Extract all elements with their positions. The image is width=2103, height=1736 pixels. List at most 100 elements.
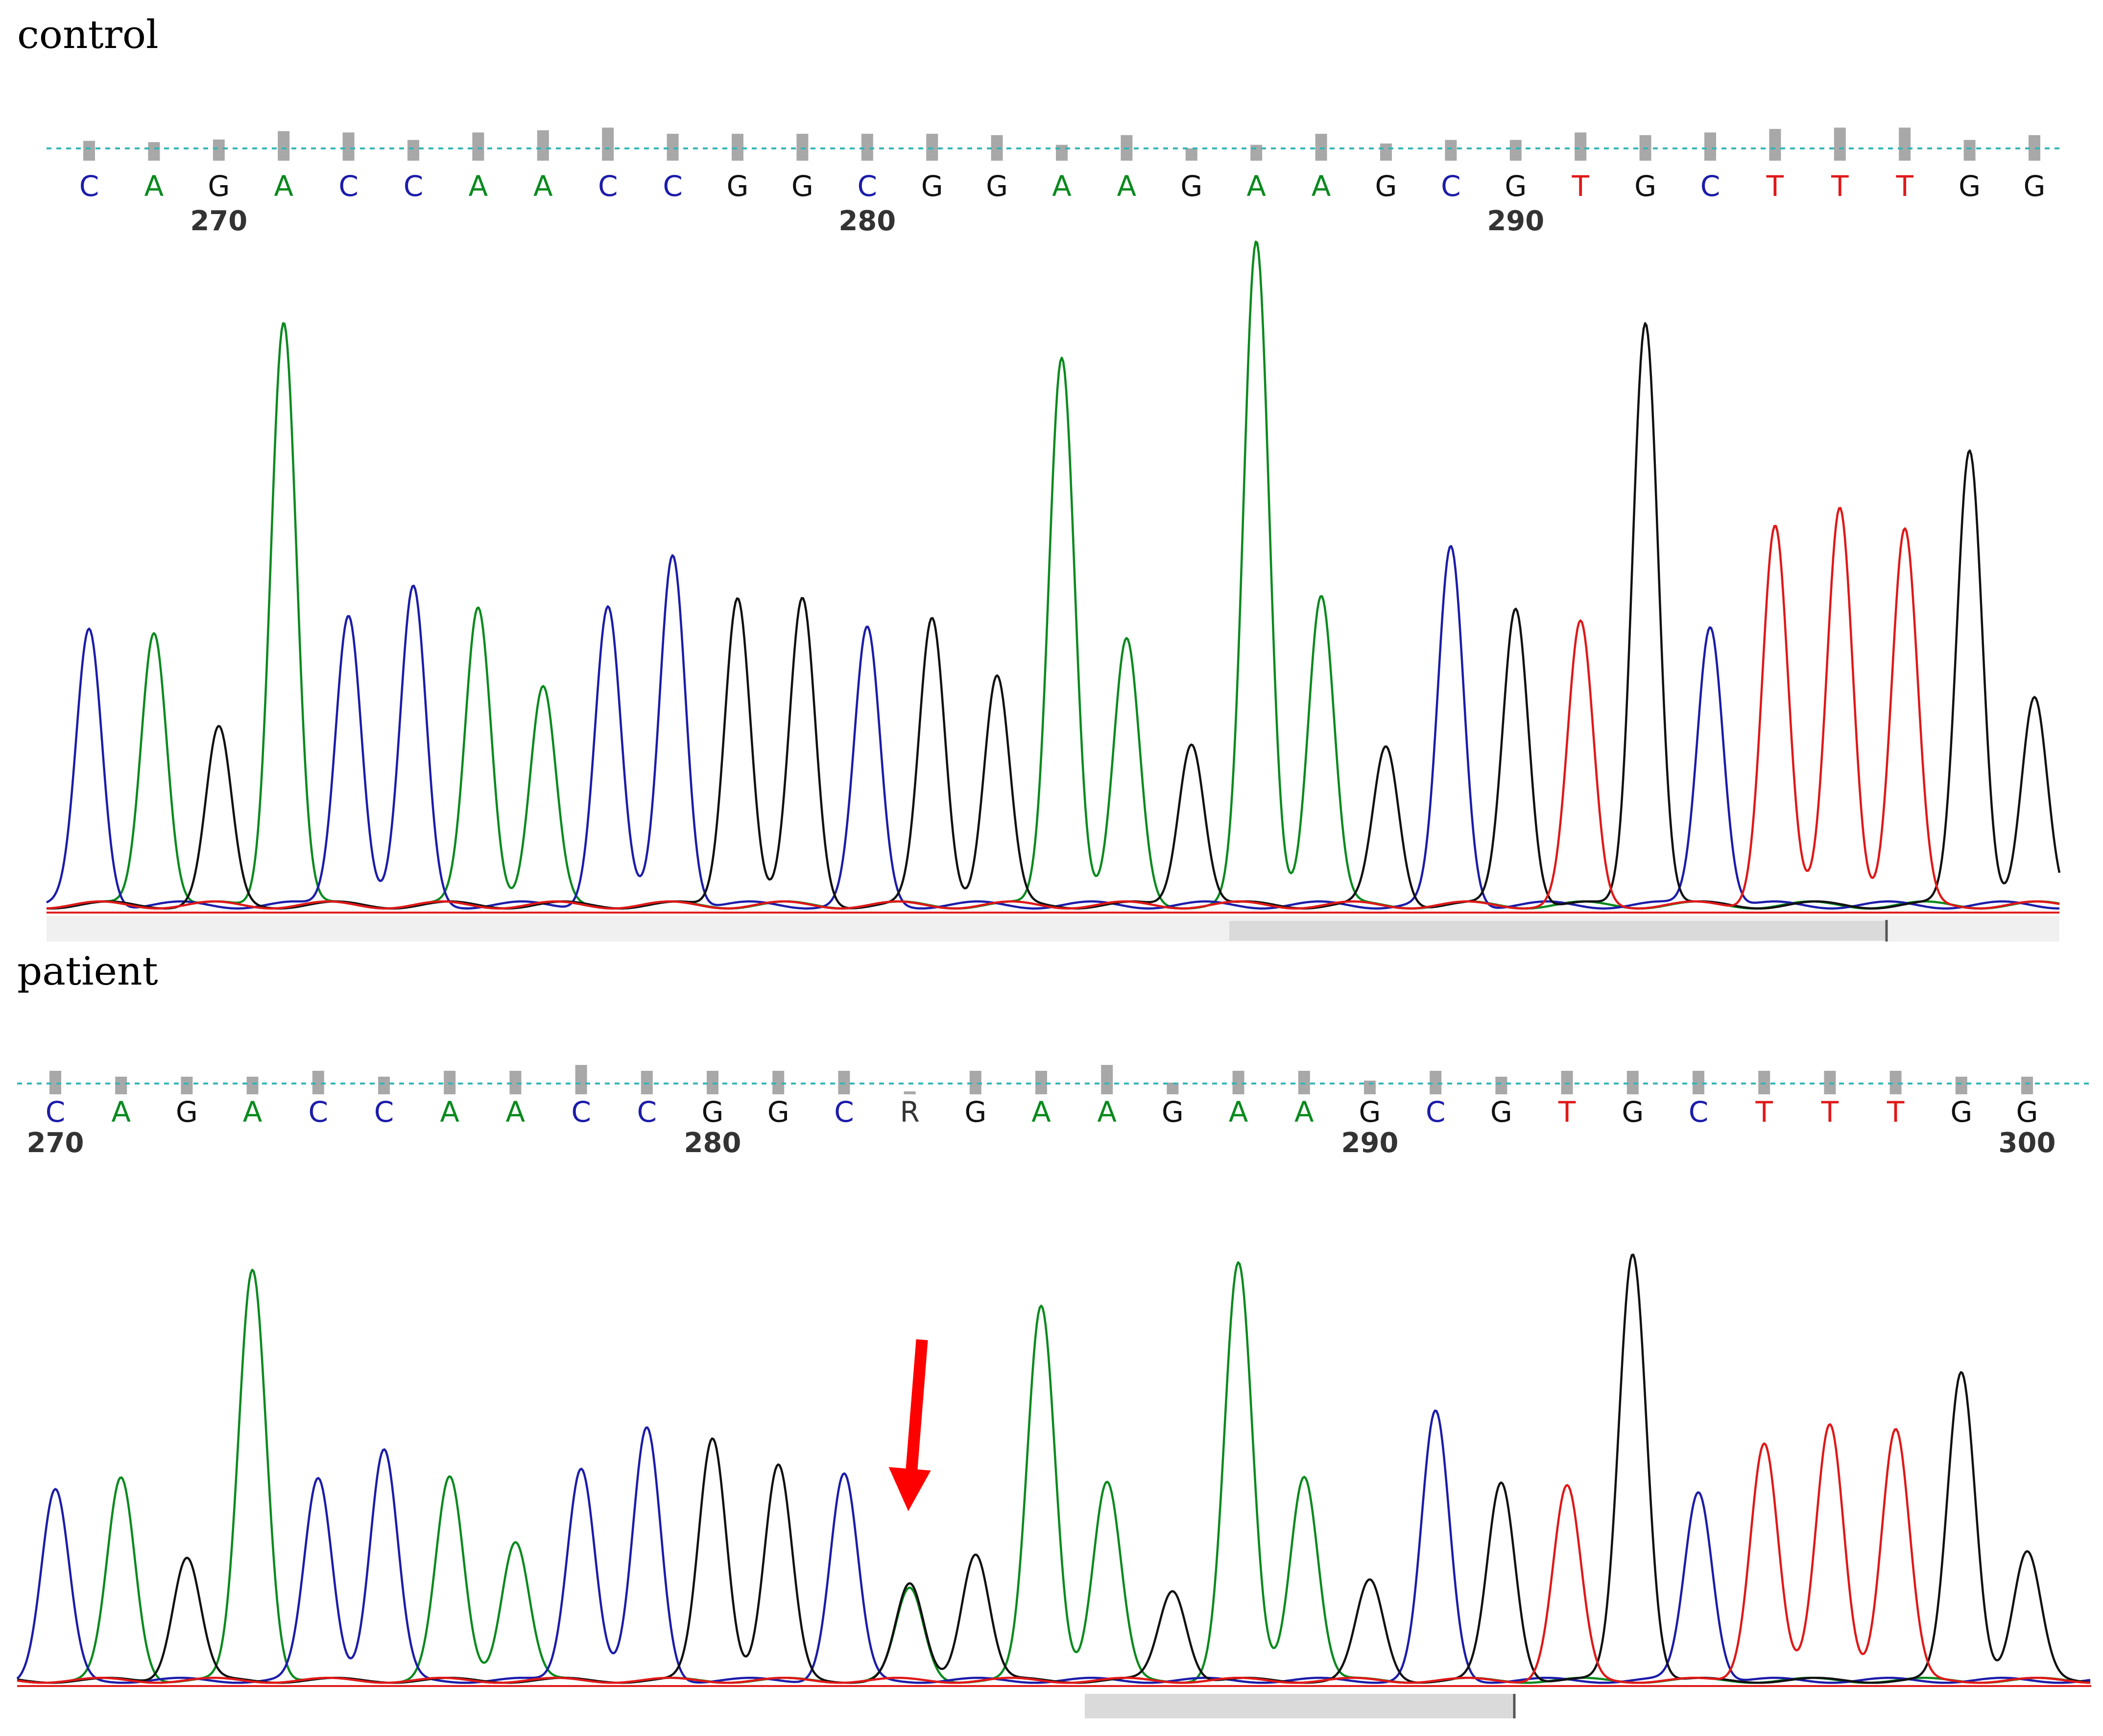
patient-label: patient: [17, 948, 158, 994]
base-call: G: [702, 1095, 724, 1129]
base-call: C: [571, 1095, 591, 1129]
base-call: C: [598, 169, 618, 203]
quality-bar: [732, 134, 743, 161]
mutation-arrow: [888, 1339, 931, 1511]
base-call: T: [1831, 169, 1849, 203]
base-call: T: [1766, 169, 1784, 203]
quality-bar: [1834, 127, 1846, 161]
position-number: 300: [1999, 1127, 2056, 1159]
quality-bar: [861, 134, 873, 161]
base-call: A: [111, 1095, 131, 1129]
quality-bar: [1250, 145, 1263, 161]
base-call: A: [144, 169, 164, 203]
base-call: T: [1558, 1095, 1576, 1129]
quality-bar: [1445, 140, 1457, 161]
quality-bar: [1185, 148, 1197, 161]
quality-bar: [407, 140, 419, 161]
quality-bar: [1575, 132, 1587, 161]
quality-bar: [1769, 129, 1781, 161]
quality-bar: [904, 1091, 916, 1094]
base-call: C: [1441, 169, 1461, 203]
base-call: A: [1052, 169, 1072, 203]
base-call: T: [1755, 1095, 1773, 1129]
base-call: A: [440, 1095, 459, 1129]
quality-bar: [148, 142, 160, 161]
base-call: A: [243, 1095, 263, 1129]
base-call: G: [176, 1095, 198, 1129]
base-call: G: [208, 169, 230, 203]
base-call: G: [1505, 169, 1527, 203]
base-call: T: [1571, 169, 1589, 203]
base-call: A: [1246, 169, 1266, 203]
quality-bar: [378, 1077, 390, 1094]
base-call: A: [1097, 1095, 1117, 1129]
base-call: R: [900, 1095, 919, 1129]
base-call: A: [1031, 1095, 1051, 1129]
quality-bar: [796, 134, 809, 161]
base-call: G: [1959, 169, 1981, 203]
patient-position-labels: 270 280 290 300: [27, 1127, 2056, 1159]
base-call: G: [2016, 1095, 2038, 1129]
base-call: T: [1821, 1095, 1839, 1129]
base-call: C: [46, 1095, 66, 1129]
base-call: G: [1950, 1095, 1972, 1129]
base-call: A: [1117, 169, 1137, 203]
trace-T: [17, 1423, 2091, 1684]
position-number: 280: [684, 1127, 741, 1159]
quality-bar: [537, 130, 549, 161]
quality-bar: [115, 1077, 127, 1094]
base-call: A: [274, 169, 293, 203]
patient-scroll-thumb[interactable]: [1085, 1694, 1513, 1718]
quality-bar: [1955, 1077, 1967, 1094]
base-call: G: [1634, 169, 1656, 203]
base-call: T: [1895, 169, 1913, 203]
base-call: G: [727, 169, 749, 203]
base-call: G: [1375, 169, 1397, 203]
base-call: A: [533, 169, 553, 203]
base-call: G: [2024, 169, 2046, 203]
quality-bar: [1056, 145, 1068, 161]
base-call: A: [506, 1095, 526, 1129]
trace-T: [46, 506, 2060, 910]
base-call: G: [1490, 1095, 1512, 1129]
base-call: G: [791, 169, 813, 203]
base-call: G: [921, 169, 943, 203]
quality-bar: [342, 132, 355, 161]
base-call: C: [834, 1095, 854, 1129]
quality-bar: [1704, 132, 1716, 161]
base-call: A: [1229, 1095, 1248, 1129]
quality-bar: [1899, 127, 1911, 161]
control-position-labels: 270 280 290: [190, 205, 1544, 237]
control-quality-bars: [83, 127, 2040, 161]
base-call: C: [404, 169, 424, 203]
quality-bar: [83, 141, 95, 161]
base-call: C: [1426, 1095, 1446, 1129]
quality-bar: [246, 1077, 259, 1094]
base-call: C: [309, 1095, 329, 1129]
base-call: C: [1689, 1095, 1709, 1129]
quality-bar: [181, 1077, 193, 1094]
base-call: A: [469, 169, 488, 203]
arrow-shaft: [905, 1339, 928, 1475]
base-call: C: [79, 169, 99, 203]
base-call: G: [1622, 1095, 1644, 1129]
quality-bar: [1963, 140, 1976, 161]
base-call: C: [663, 169, 683, 203]
base-call: A: [1312, 169, 1331, 203]
quality-bar: [2021, 1077, 2033, 1094]
quality-bar: [1101, 1065, 1113, 1094]
control-scroll-thumb[interactable]: [1229, 921, 1886, 940]
base-call: C: [338, 169, 358, 203]
position-number: 290: [1341, 1127, 1399, 1159]
quality-bar: [1509, 140, 1522, 161]
quality-bar: [1315, 134, 1327, 161]
quality-bar: [213, 139, 225, 161]
arrow-head: [888, 1467, 931, 1511]
base-call: G: [1180, 169, 1202, 203]
base-call: G: [767, 1095, 789, 1129]
